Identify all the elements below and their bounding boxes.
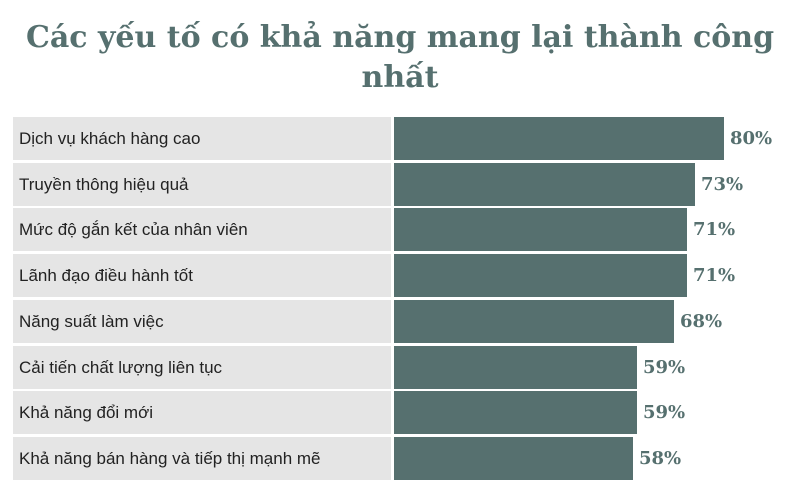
category-label: Khả năng bán hàng và tiếp thị mạnh mẽ [19, 448, 321, 468]
category-row-background [13, 117, 391, 160]
value-label: 59% [643, 357, 686, 378]
bar [394, 437, 633, 480]
value-label: 59% [643, 402, 686, 423]
category-row-background [13, 163, 391, 206]
bar [394, 300, 674, 343]
value-label: 71% [693, 219, 736, 240]
category-label: Mức độ gắn kết của nhân viên [19, 219, 248, 239]
category-row-background [13, 346, 391, 389]
category-label: Lãnh đạo điều hành tốt [19, 265, 193, 285]
value-label: 80% [730, 128, 773, 149]
bar [394, 117, 724, 160]
value-label: 68% [680, 311, 723, 332]
value-label: 58% [639, 448, 682, 469]
value-label: 71% [693, 265, 736, 286]
category-row-background [13, 391, 391, 434]
category-row-background [13, 300, 391, 343]
bar [394, 208, 687, 251]
bar [394, 391, 637, 434]
chart-title: Các yếu tố có khả năng mang lại thành cô… [25, 20, 775, 95]
category-label: Cải tiến chất lượng liên tục [19, 357, 223, 377]
category-row-background [13, 254, 391, 297]
category-label: Khả năng đổi mới [19, 402, 154, 422]
value-label: 73% [701, 174, 744, 195]
category-label: Dịch vụ khách hàng cao [19, 128, 201, 148]
category-label: Năng suất làm việc [19, 311, 164, 331]
bar [394, 163, 695, 206]
category-row-background [13, 437, 391, 480]
bar [394, 346, 637, 389]
bar [394, 254, 687, 297]
category-row-background [13, 208, 391, 251]
category-label: Truyền thông hiệu quả [19, 174, 189, 194]
